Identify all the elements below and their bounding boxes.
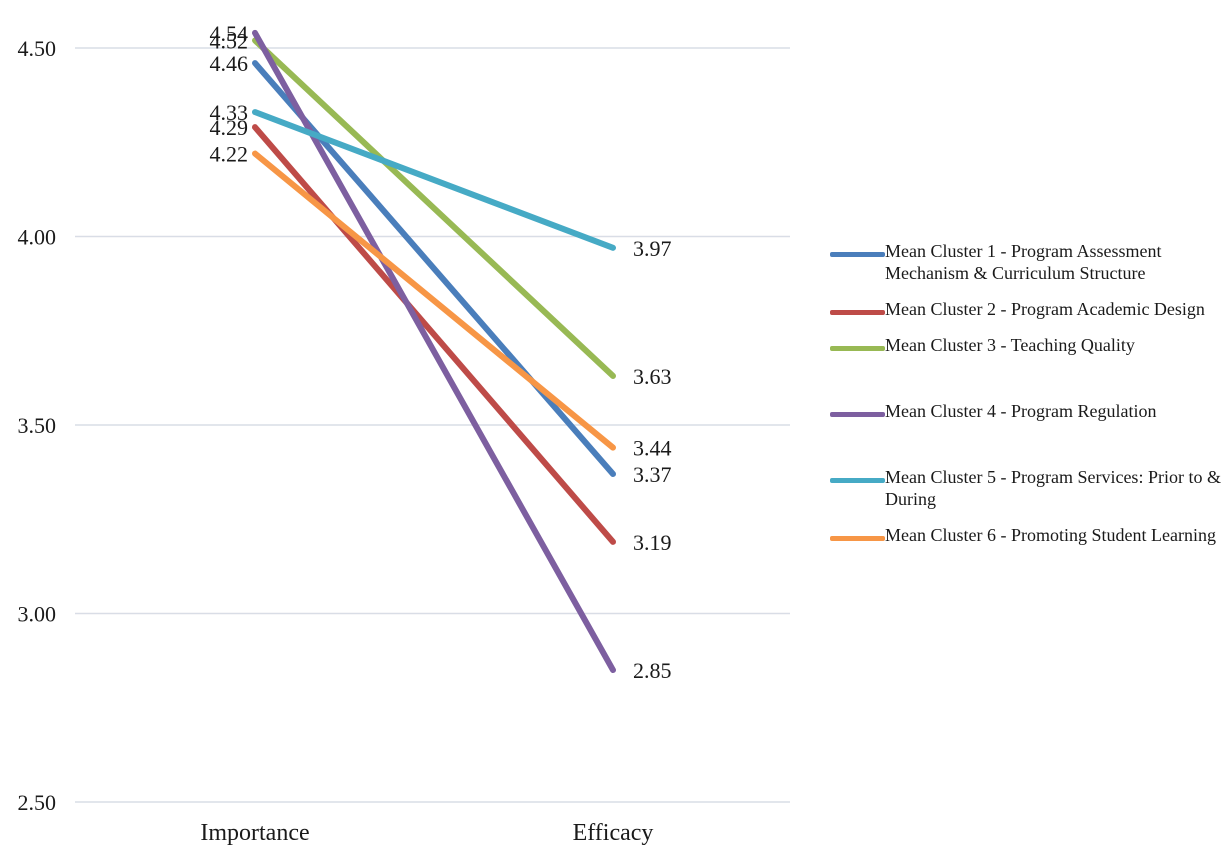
legend-item-3: Mean Cluster 3 - Teaching Quality xyxy=(830,334,1225,356)
legend-item-5: Mean Cluster 5 - Program Services: Prior… xyxy=(830,466,1225,510)
legend-label: Mean Cluster 2 - Program Academic Design xyxy=(885,299,1205,319)
gridlines xyxy=(75,47,790,803)
legend-label: Mean Cluster 3 - Teaching Quality xyxy=(885,335,1135,355)
series-line-6 xyxy=(252,150,616,451)
data-label: 3.37 xyxy=(633,462,672,487)
data-label: 3.19 xyxy=(633,530,672,555)
legend-item-1: Mean Cluster 1 - Program Assessment Mech… xyxy=(830,240,1225,284)
x-category-label: Efficacy xyxy=(573,820,654,846)
legend-swatch xyxy=(830,478,885,483)
legend-label: Mean Cluster 6 - Promoting Student Learn… xyxy=(885,525,1216,545)
legend-label: Mean Cluster 1 - Program Assessment Mech… xyxy=(885,241,1162,283)
legend-swatch xyxy=(830,536,885,541)
legend-swatch xyxy=(830,252,885,257)
series-line-4 xyxy=(252,29,616,674)
data-label: 4.52 xyxy=(210,28,249,53)
data-label: 3.63 xyxy=(633,364,672,389)
y-axis-ticks: 2.50 3.00 3.50 4.00 4.50 xyxy=(18,36,57,815)
data-label: 4.46 xyxy=(210,51,249,76)
series-lines xyxy=(252,29,616,674)
series-line-5 xyxy=(252,109,616,251)
data-labels: 4.46 3.37 4.29 3.19 4.52 3.63 4.54 2.85 4.33 3.97… xyxy=(210,21,672,683)
y-tick-label: 2.50 xyxy=(18,790,57,815)
legend-swatch xyxy=(830,346,885,351)
series-line-3 xyxy=(252,37,616,379)
legend-label: Mean Cluster 5 - Program Services: Prior… xyxy=(885,467,1221,509)
x-axis-categories: Importance Efficacy xyxy=(200,820,653,846)
legend: Mean Cluster 1 - Program Assessment Mech… xyxy=(830,240,1225,546)
data-label: 3.97 xyxy=(633,236,672,261)
data-label: 4.22 xyxy=(210,142,249,167)
legend-swatch xyxy=(830,412,885,417)
data-label: 4.29 xyxy=(210,115,249,140)
data-label: 4.54 xyxy=(210,21,249,46)
y-tick-label: 4.50 xyxy=(18,36,57,61)
legend-item-6: Mean Cluster 6 - Promoting Student Learn… xyxy=(830,524,1225,546)
data-label: 3.44 xyxy=(633,436,672,461)
y-tick-label: 4.00 xyxy=(18,225,57,250)
legend-label: Mean Cluster 4 - Program Regulation xyxy=(885,401,1157,421)
legend-item-4: Mean Cluster 4 - Program Regulation xyxy=(830,400,1225,422)
y-tick-label: 3.00 xyxy=(18,602,57,627)
x-category-label: Importance xyxy=(200,820,309,846)
data-label: 2.85 xyxy=(633,658,672,683)
legend-swatch xyxy=(830,310,885,315)
legend-item-2: Mean Cluster 2 - Program Academic Design xyxy=(830,298,1225,320)
data-label: 4.33 xyxy=(210,100,249,125)
series-line-2 xyxy=(252,124,616,545)
y-tick-label: 3.50 xyxy=(18,413,57,438)
